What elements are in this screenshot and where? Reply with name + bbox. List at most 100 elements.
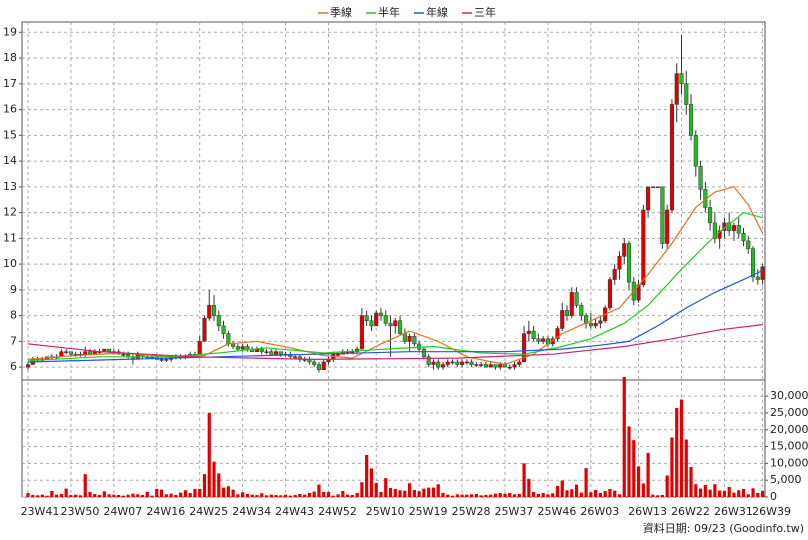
volume-bar [417,491,421,497]
volume-bar [470,494,474,497]
candle-body [221,325,226,334]
candle-body [278,351,283,355]
volume-bar [608,488,612,497]
candle-body [731,225,737,231]
candle-body [684,83,689,105]
candle-body [708,207,713,224]
candle-body [517,361,522,365]
volume-bar [97,494,102,497]
candle-body [541,338,546,342]
x-tick-label: 26W31 [714,505,753,518]
volume-bar [45,495,49,497]
x-tick-label: 23W41 [21,505,60,518]
y-tick-label: 9 [10,283,17,296]
volume-bar [546,494,550,497]
volume-bar [112,494,116,497]
volume-bar [393,488,397,497]
candle-body [574,292,579,306]
volume-bar [484,494,488,497]
volume-bar [541,492,545,497]
candle-body [488,364,493,368]
volume-bar [570,489,574,497]
volume-bar [703,484,707,497]
candle-body [588,323,593,327]
volume-bar [694,484,698,497]
candle-body [450,361,455,364]
volume-bar [260,493,264,497]
candle-body [388,323,393,327]
volume-bar [412,489,416,497]
volume-bar [656,495,660,497]
y2-tick-label: 25,000 [770,406,808,419]
volume-bar [384,478,388,497]
volume-bar [522,463,526,497]
volume-bar [236,494,240,497]
volume-bar [241,492,245,497]
volume-bar [83,474,87,497]
volume-bar [493,493,498,497]
candle-body [202,317,207,342]
volume-bar [636,466,641,497]
volume-bar [675,407,679,497]
volume-bar [26,492,30,497]
candle-body [736,225,741,234]
y-tick-label: 8 [10,309,17,322]
volume-bar [374,482,378,497]
volume-bar [93,493,97,497]
volume-bar [679,399,684,497]
candle-body [474,364,479,366]
y2-tick-label: 10,000 [770,456,808,469]
candle-body [336,353,341,356]
candle-body [159,359,164,361]
volume-bar [551,493,555,497]
volume-bar [50,490,54,497]
volume-bar [756,492,760,497]
volume-bar [255,494,259,497]
volume-bar [312,491,316,497]
candle-body [479,364,484,366]
x-tick-label: 25W19 [409,505,448,518]
candle-body [378,312,384,316]
volume-bar [121,495,125,497]
candle-body [68,351,73,355]
ma-line [27,324,763,361]
volume-bar [503,493,507,497]
volume-bar [741,488,746,497]
volume-bar [126,494,130,497]
candle-body [760,266,765,280]
candle-body [102,348,107,352]
volume-bar [584,468,588,497]
volume-bar [665,475,669,497]
candle-body [288,353,293,358]
candle-body [259,348,264,352]
candle-body [617,256,622,270]
volume-bar [198,488,202,497]
ma-line [27,211,763,362]
candle-body [698,165,703,190]
volume-bar [283,494,288,497]
candle-body [741,232,746,242]
x-tick-label: 26W22 [671,505,710,518]
y-tick-label: 17 [3,77,17,90]
candle-body [579,305,584,316]
volume-bar [365,454,369,497]
volume-bar [35,495,40,497]
x-tick-label: 25W10 [366,505,405,518]
candle-body [273,351,279,355]
footer: 資料日期: 09/23 (Goodinfo.tw) [643,521,804,535]
volume-bar [64,488,68,497]
volume-bar [74,494,78,497]
candle-body [555,328,560,340]
candle-body [483,364,488,368]
legend-label: 年線 [426,5,448,19]
candle-body [693,135,698,167]
volume-bar [355,492,359,497]
volume-bar [527,478,531,497]
volume-bar [174,494,178,497]
volume-bar [746,494,750,497]
volume-bar [517,493,521,497]
y-tick-label: 10 [3,257,17,270]
candle-body [717,230,722,239]
volume-bar [331,495,335,497]
candle-body [207,305,212,319]
